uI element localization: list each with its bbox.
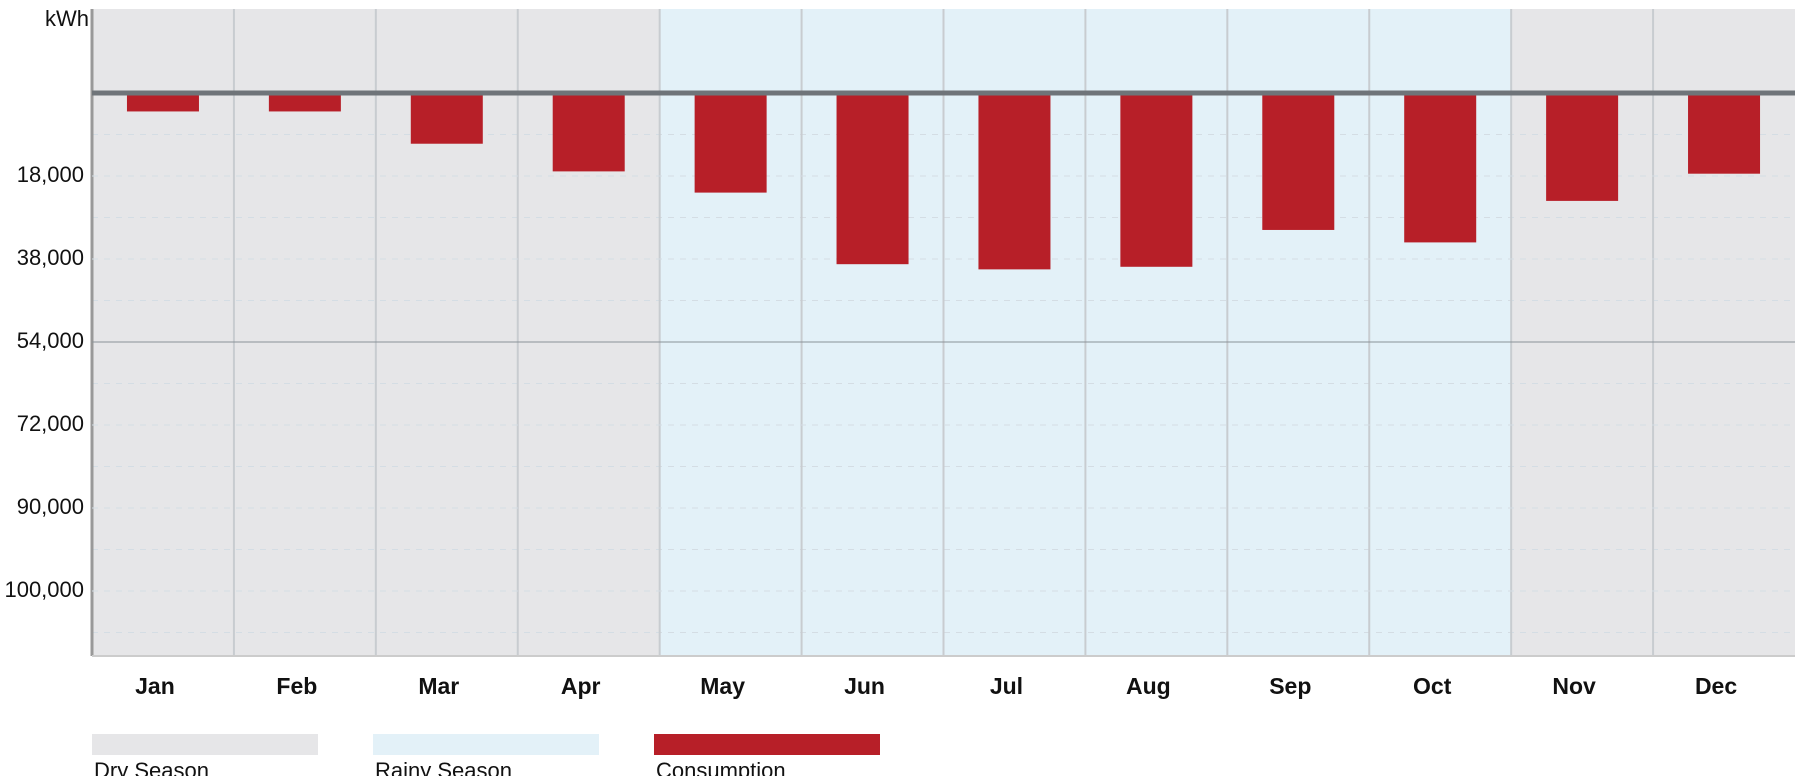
- y-tick-label: 54,000: [17, 328, 84, 353]
- y-unit: kWh: [45, 6, 89, 31]
- x-tick-label: Jan: [135, 673, 175, 699]
- x-tick-label: Oct: [1413, 673, 1452, 699]
- legend-label: Consumption: [656, 758, 786, 776]
- bar: [1120, 93, 1193, 267]
- y-tick-label: 72,000: [17, 411, 84, 436]
- bar: [1262, 93, 1335, 230]
- x-tick-label: May: [700, 673, 745, 699]
- x-tick-label: Jun: [844, 673, 885, 699]
- x-tick-label: Jul: [990, 673, 1023, 699]
- x-tick-label: Nov: [1552, 673, 1596, 699]
- legend-swatch: [92, 734, 318, 755]
- x-tick-label: Aug: [1126, 673, 1171, 699]
- bar: [1404, 93, 1477, 243]
- x-tick-label: Feb: [276, 673, 317, 699]
- x-tick-label: Apr: [561, 673, 601, 699]
- bar: [552, 93, 625, 172]
- bar: [1688, 93, 1761, 174]
- y-tick-label: 90,000: [17, 494, 84, 519]
- y-tick-label: 38,000: [17, 245, 84, 270]
- legend-label: Rainy Season: [375, 758, 512, 776]
- x-tick-label: Mar: [418, 673, 459, 699]
- season-band: [233, 9, 376, 656]
- y-tick-label: 18,000: [17, 162, 84, 187]
- bar: [1546, 93, 1619, 201]
- bar: [268, 93, 341, 112]
- bar: [978, 93, 1051, 270]
- bar: [410, 93, 483, 144]
- legend-label: Dry Season: [94, 758, 209, 776]
- x-tick-label: Dec: [1695, 673, 1737, 699]
- bar: [836, 93, 909, 265]
- y-tick-label: 100,000: [4, 577, 84, 602]
- legend-swatch: [654, 734, 880, 755]
- x-tick-label: Sep: [1269, 673, 1311, 699]
- bar: [126, 93, 199, 112]
- legend-swatch: [373, 734, 599, 755]
- season-band: [92, 9, 234, 656]
- bar: [694, 93, 767, 193]
